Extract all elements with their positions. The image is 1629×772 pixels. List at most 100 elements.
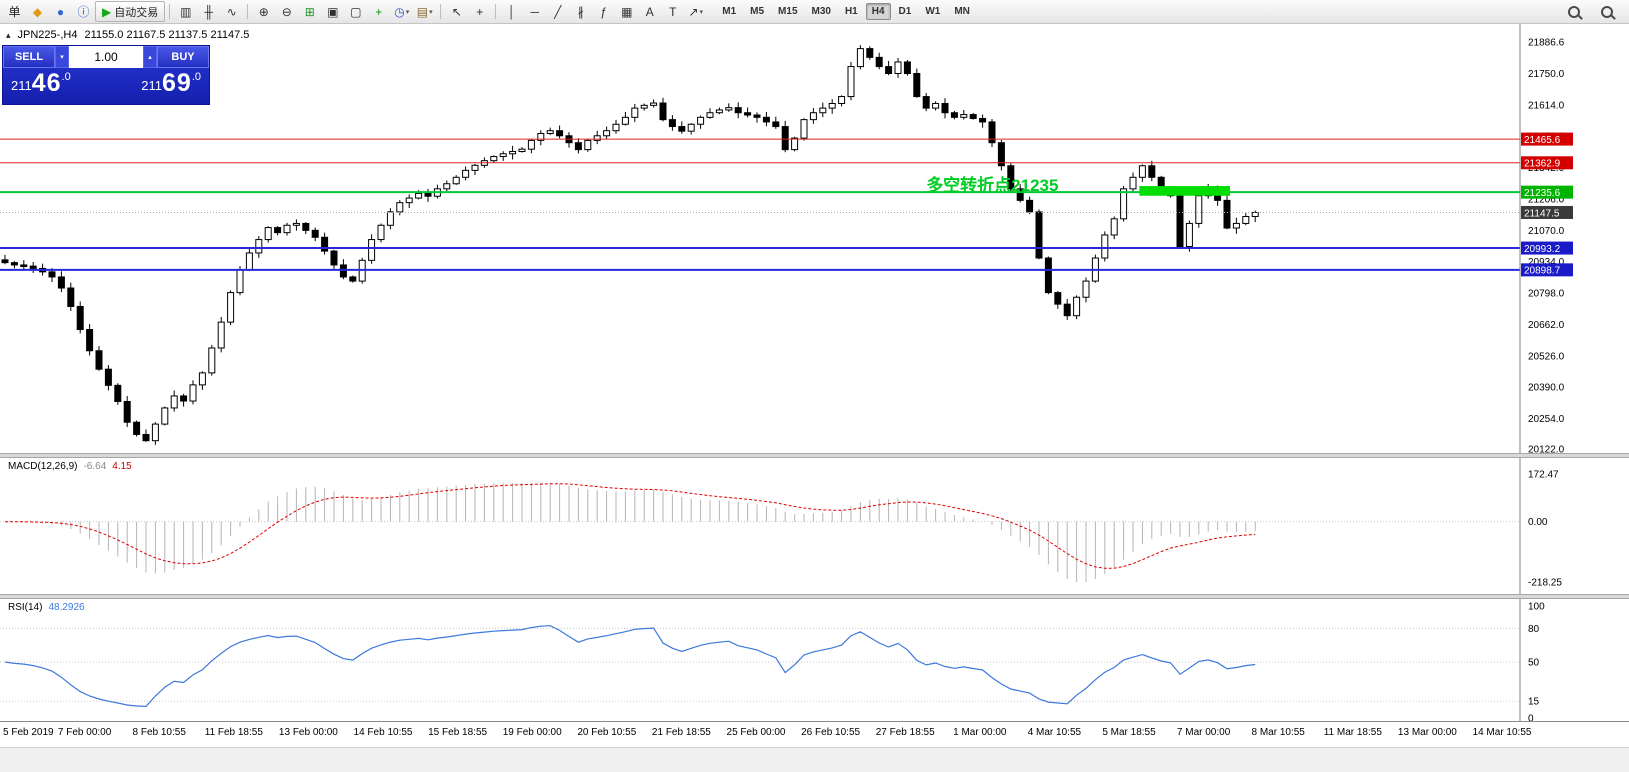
crosshair-button[interactable]: + [468, 2, 491, 21]
cursor-button[interactable]: ↖ [445, 2, 468, 21]
candlestick-chart-type-button[interactable]: ╫ [197, 2, 220, 21]
market-watch-icon: ● [56, 4, 65, 19]
text-label-button[interactable]: T [661, 2, 684, 21]
svg-text:20798.0: 20798.0 [1528, 289, 1565, 300]
time-axis-label: 7 Mar 00:00 [1176, 727, 1231, 738]
time-axis-label: 14 Mar 10:55 [1472, 727, 1532, 738]
timeframe-h4-button[interactable]: H4 [865, 3, 891, 20]
market-watch-button[interactable]: ● [49, 2, 72, 21]
buy-price[interactable]: 211 69 .0 [141, 71, 201, 96]
templates-button[interactable]: ▤ ▾ [413, 2, 436, 21]
svg-text:21147.5: 21147.5 [1524, 208, 1560, 219]
toolbar-right-group [1562, 2, 1618, 21]
rsi-name: RSI(14) [8, 602, 43, 613]
timeframe-m5-button[interactable]: M5 [750, 6, 765, 17]
svg-text:20390.0: 20390.0 [1528, 383, 1565, 394]
zoom-out-button[interactable]: ⊖ [275, 2, 298, 21]
time-axis[interactable]: 5 Feb 2019 7 Feb 00:00 8 Feb 10:55 11 Feb 1… [0, 721, 1629, 748]
horizontal-line-icon: ─ [530, 4, 539, 19]
timeframe-m15-button[interactable]: M15 [778, 6, 798, 17]
autotrading-button[interactable]: ▶ 自动交易 [95, 1, 166, 22]
toolbar: 单 ◆ ● ⓘ ▶ 自动交易 ▥ ╫ ∿ ⊕ ⊖ ⊞ ▣ ▢ + ◷ ▾ ▤ ▾ ↖ + │ ─ ╱ ∦ ƒ ▦ A T ↗ ▾ M1 M5 M… [0, 0, 1629, 24]
svg-text:0: 0 [1528, 714, 1534, 722]
timeframe-mn-button[interactable]: MN [954, 6, 970, 17]
time-axis-label: 11 Mar 18:55 [1323, 727, 1382, 738]
zoom-search-button[interactable] [1595, 2, 1618, 21]
search-icon [1567, 5, 1580, 18]
buy-button[interactable]: BUY [157, 46, 209, 68]
macd-hist-value: -6.64 [83, 461, 107, 472]
info-button[interactable]: ⓘ [72, 2, 95, 21]
panel-splitter[interactable] [0, 594, 1629, 599]
toolbar-main-group: 单 ◆ ● ⓘ ▶ 自动交易 ▥ ╫ ∿ ⊕ ⊖ ⊞ ▣ ▢ + ◷ ▾ ▤ ▾ ↖ + │ ─ ╱ ∦ ƒ ▦ A T ↗ ▾ [3, 1, 707, 22]
trendline-button[interactable]: ╱ [546, 2, 569, 21]
svg-text:20122.0: 20122.0 [1528, 445, 1565, 454]
timeframe-h1-button[interactable]: H1 [844, 6, 858, 17]
volume-down-button[interactable]: ▾ [55, 46, 69, 68]
time-axis-label: 1 Mar 00:00 [953, 727, 1007, 738]
vertical-line-button[interactable]: │ [500, 2, 523, 21]
time-axis-label: 8 Mar 10:55 [1251, 727, 1305, 738]
timeframe-w1-button[interactable]: W1 [925, 6, 941, 17]
sell-button[interactable]: SELL [3, 46, 55, 68]
svg-text:21750.0: 21750.0 [1528, 69, 1565, 80]
periods-button[interactable]: ◷ ▾ [390, 2, 413, 21]
svg-text:20993.2: 20993.2 [1524, 244, 1561, 255]
sell-price[interactable]: 211 46 .0 [11, 71, 71, 96]
zoom-in-button[interactable]: ⊕ [252, 2, 275, 21]
one-click-panel-toggle-icon[interactable]: ▴ [6, 29, 11, 40]
time-axis-label: 19 Feb 00:00 [502, 727, 562, 738]
arrange-windows-button[interactable]: ▢ [344, 2, 367, 21]
new-order-icon: 单 [8, 5, 21, 19]
equidistant-channel-button[interactable]: ∦ [569, 2, 592, 21]
time-axis-label: 20 Feb 10:55 [577, 727, 637, 738]
svg-text:21070.0: 21070.0 [1528, 226, 1565, 237]
svg-text:15: 15 [1528, 697, 1540, 708]
time-axis-label: 21 Feb 18:55 [651, 727, 711, 738]
panel-splitter[interactable] [0, 453, 1629, 458]
text-label-icon: T [669, 4, 677, 19]
cascade-windows-button[interactable]: ▣ [321, 2, 344, 21]
rsi-panel[interactable]: 100 80 50 15 0 RSI(14) 48.2926 [0, 599, 1629, 721]
cursor-icon: ↖ [451, 4, 462, 19]
svg-text:21206.0: 21206.0 [1528, 194, 1565, 205]
fibonacci-icon: ƒ [600, 4, 608, 19]
tile-windows-icon: ⊞ [304, 4, 315, 19]
volume-input[interactable] [69, 46, 143, 68]
zoom-search-icon [1600, 5, 1613, 18]
timeframe-m30-button[interactable]: M30 [811, 6, 831, 17]
macd-name: MACD(12,26,9) [8, 461, 78, 472]
new-chart-button[interactable]: ◆ [26, 2, 49, 21]
fibonacci-button[interactable]: ƒ [592, 2, 615, 21]
search-button[interactable] [1562, 2, 1585, 21]
time-axis-label: 15 Feb 18:55 [428, 727, 488, 738]
sell-price-prefix: 211 [11, 78, 32, 93]
vertical-line-icon: │ [507, 4, 516, 19]
time-axis-label: 4 Mar 10:55 [1027, 727, 1082, 738]
main-chart-panel[interactable]: 多空转折点2123521886.621750.021614.021478.021… [0, 24, 1629, 453]
add-indicator-icon: + [375, 4, 383, 19]
svg-text:21362.9: 21362.9 [1524, 159, 1561, 170]
time-axis-label: 8 Feb 10:55 [132, 727, 186, 738]
bar-chart-type-button[interactable]: ▥ [174, 2, 197, 21]
tile-windows-button[interactable]: ⊞ [298, 2, 321, 21]
line-chart-type-icon: ∿ [226, 4, 237, 19]
macd-panel[interactable]: 172.47 0.00 -218.25 MACD(12,26,9) -6.64 4.… [0, 458, 1629, 594]
new-order-button[interactable]: 单 [3, 2, 26, 21]
svg-text:20934.0: 20934.0 [1528, 257, 1565, 268]
grid-button[interactable]: ▦ [615, 2, 638, 21]
text-button[interactable]: A [638, 2, 661, 21]
svg-text:20254.0: 20254.0 [1528, 414, 1565, 425]
timeframe-m1-button[interactable]: M1 [722, 6, 737, 17]
timeframe-d1-button[interactable]: D1 [898, 6, 912, 17]
chevron-down-icon: ▾ [699, 8, 704, 16]
arrows-button[interactable]: ↗ ▾ [684, 2, 707, 21]
volume-up-button[interactable]: ▴ [143, 46, 157, 68]
toolbar-separator [169, 4, 171, 19]
new-chart-icon: ◆ [32, 4, 43, 19]
horizontal-line-button[interactable]: ─ [523, 2, 546, 21]
buy-price-prefix: 211 [141, 78, 162, 93]
line-chart-type-button[interactable]: ∿ [220, 2, 243, 21]
svg-text:21614.0: 21614.0 [1528, 100, 1565, 111]
add-indicator-button[interactable]: + [367, 2, 390, 21]
